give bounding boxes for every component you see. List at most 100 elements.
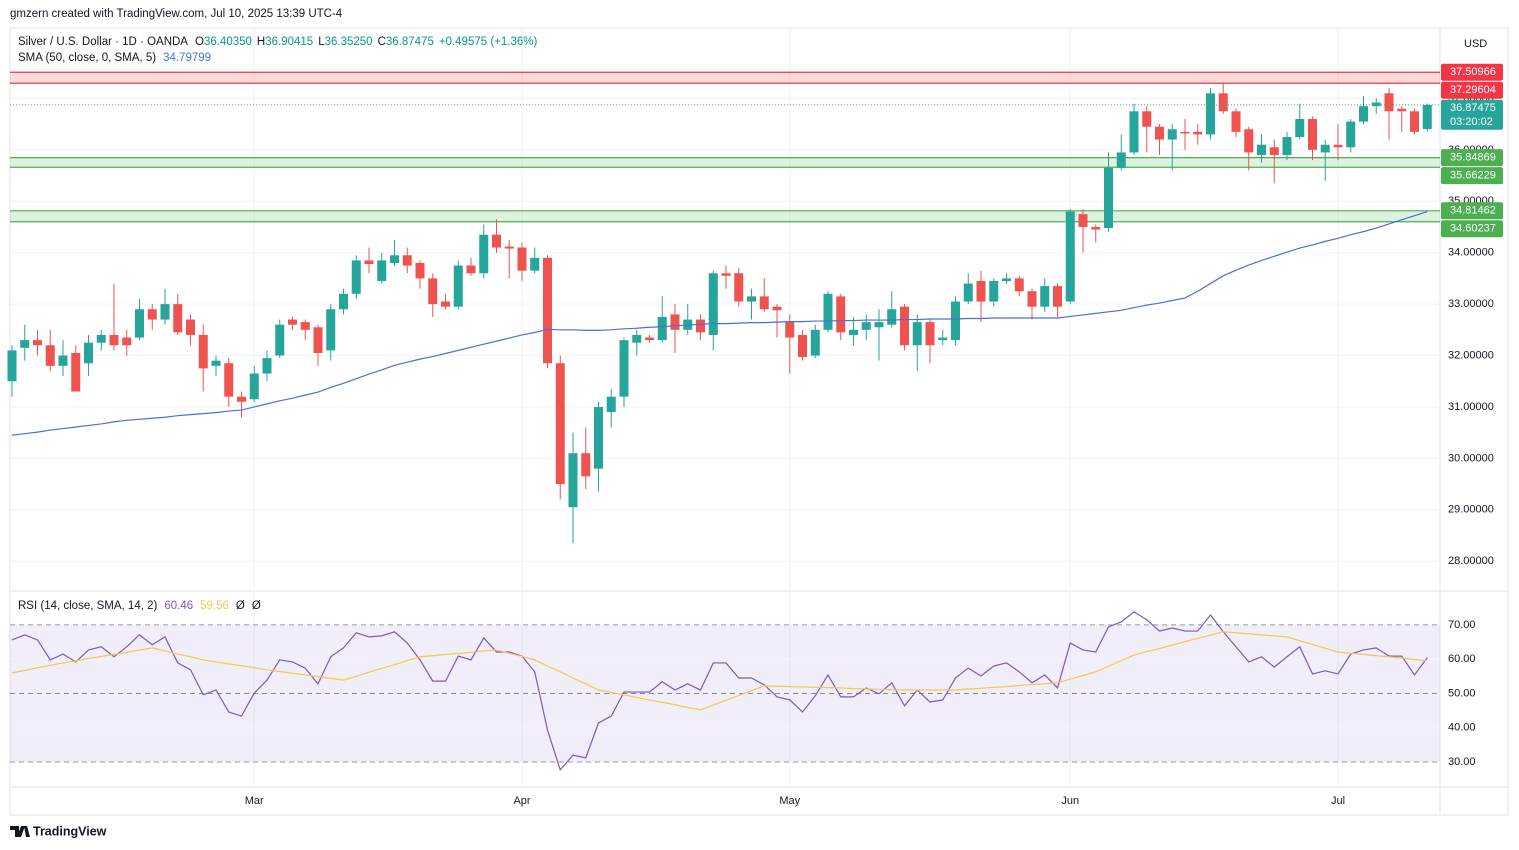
candle-body xyxy=(288,319,297,325)
candle-body xyxy=(912,322,922,346)
candle-body xyxy=(275,324,285,356)
brand-logo: TradingView xyxy=(10,824,107,838)
candle-body xyxy=(1091,226,1101,230)
legend: RSI (14, close, SMA, 14, 2) 60.46 59.56 Ø Ø xyxy=(18,600,261,612)
candle-body xyxy=(963,283,973,302)
candle-body xyxy=(428,278,438,305)
indicator-extra: Ø xyxy=(236,600,245,612)
candle-body xyxy=(1346,121,1356,148)
ohlc-key: H xyxy=(257,36,265,48)
price-label: 03:20:02 xyxy=(1450,116,1493,128)
y-tick-label: 30.00000 xyxy=(1448,452,1494,464)
candle-body xyxy=(1078,214,1088,227)
candle-body xyxy=(1027,291,1037,307)
price-label: 35.84869 xyxy=(1450,152,1496,164)
candle-body xyxy=(1218,93,1228,112)
candle-body xyxy=(759,296,769,310)
candle-body xyxy=(976,280,986,302)
candle-body xyxy=(45,345,55,366)
candle-body xyxy=(1231,111,1241,132)
ohlc-value: 36.87475 xyxy=(386,36,434,48)
symbol-title: Silver / U.S. Dollar · 1D · OANDA xyxy=(18,36,188,48)
candle-body xyxy=(925,322,935,346)
candle-body xyxy=(1308,119,1317,150)
candle-body xyxy=(147,309,157,320)
candle-body xyxy=(441,301,450,307)
candle-body xyxy=(670,314,680,330)
candle-body xyxy=(543,257,552,364)
candle-body xyxy=(810,329,820,356)
candle-body xyxy=(390,255,399,263)
price-label-bg xyxy=(1441,202,1503,220)
price-label-bg xyxy=(1441,149,1503,167)
candle-body xyxy=(160,304,170,320)
brand-name: TradingView xyxy=(33,824,107,838)
candle-body xyxy=(402,255,412,266)
candle-body xyxy=(772,306,782,311)
candle-body xyxy=(7,350,17,382)
candle-body xyxy=(938,337,948,341)
price-label-bg xyxy=(1441,63,1503,81)
candle-body xyxy=(1129,111,1139,153)
zone xyxy=(10,157,1440,168)
candle-body xyxy=(1359,106,1368,122)
candle-body xyxy=(1410,111,1419,132)
candle-body xyxy=(504,246,514,249)
candle-body xyxy=(951,301,960,341)
candle-body xyxy=(849,329,858,335)
price-label: 37.50966 xyxy=(1450,66,1496,78)
candle-body xyxy=(173,304,183,333)
candle-body xyxy=(1269,147,1279,156)
candle-body xyxy=(20,340,30,348)
price-label-bg xyxy=(1441,167,1503,185)
candle-body xyxy=(33,340,42,346)
candle-body xyxy=(568,453,578,508)
candle-body xyxy=(326,309,336,351)
candle-body xyxy=(262,358,272,374)
series-value: 34.79799 xyxy=(163,52,211,64)
brand-icon xyxy=(10,826,30,837)
candle-body xyxy=(186,319,195,335)
candle-body xyxy=(1206,93,1215,135)
candle-body xyxy=(224,363,234,397)
y-tick-label: 40.00 xyxy=(1448,722,1476,734)
legend: Silver / U.S. Dollar · 1D · OANDA O36.403… xyxy=(18,36,537,48)
attribution: gmzern created with TradingView.com, Jul… xyxy=(10,8,343,20)
y-tick-label: 70.00 xyxy=(1448,619,1476,631)
candle-body xyxy=(1002,278,1011,281)
candle-body xyxy=(708,273,718,335)
candle-body xyxy=(594,406,603,469)
series-line xyxy=(11,631,1428,711)
candle-body xyxy=(1397,108,1407,112)
candle-body xyxy=(606,396,616,413)
ohlc-key: C xyxy=(378,36,386,48)
change: +0.49575 (+1.36%) xyxy=(439,36,538,48)
candle-body xyxy=(874,322,884,328)
x-tick-label: Mar xyxy=(245,795,264,807)
candle-body xyxy=(734,273,744,302)
candle-body xyxy=(836,296,846,333)
candle-body xyxy=(96,334,106,343)
candle-body xyxy=(1014,278,1024,292)
candle-body xyxy=(1295,119,1305,138)
candle-body xyxy=(453,265,463,307)
frame xyxy=(9,27,1509,816)
series-line xyxy=(11,211,1428,436)
candle-body xyxy=(1167,129,1177,140)
x-tick-label: Jul xyxy=(1331,795,1345,807)
candle-body xyxy=(619,340,629,397)
y-tick-label: 30.00 xyxy=(1448,756,1476,768)
candle-body xyxy=(1040,286,1050,307)
candle-body xyxy=(339,293,348,310)
y-tick-label: 60.00 xyxy=(1448,653,1476,665)
candle-body xyxy=(492,234,501,248)
y-tick-label: 50.00 xyxy=(1448,687,1476,699)
candle-body xyxy=(887,309,897,325)
candle-body xyxy=(747,296,756,302)
candle-body xyxy=(861,322,871,330)
candle-body xyxy=(377,260,387,281)
indicator-title: RSI (14, close, SMA, 14, 2) xyxy=(18,600,158,612)
